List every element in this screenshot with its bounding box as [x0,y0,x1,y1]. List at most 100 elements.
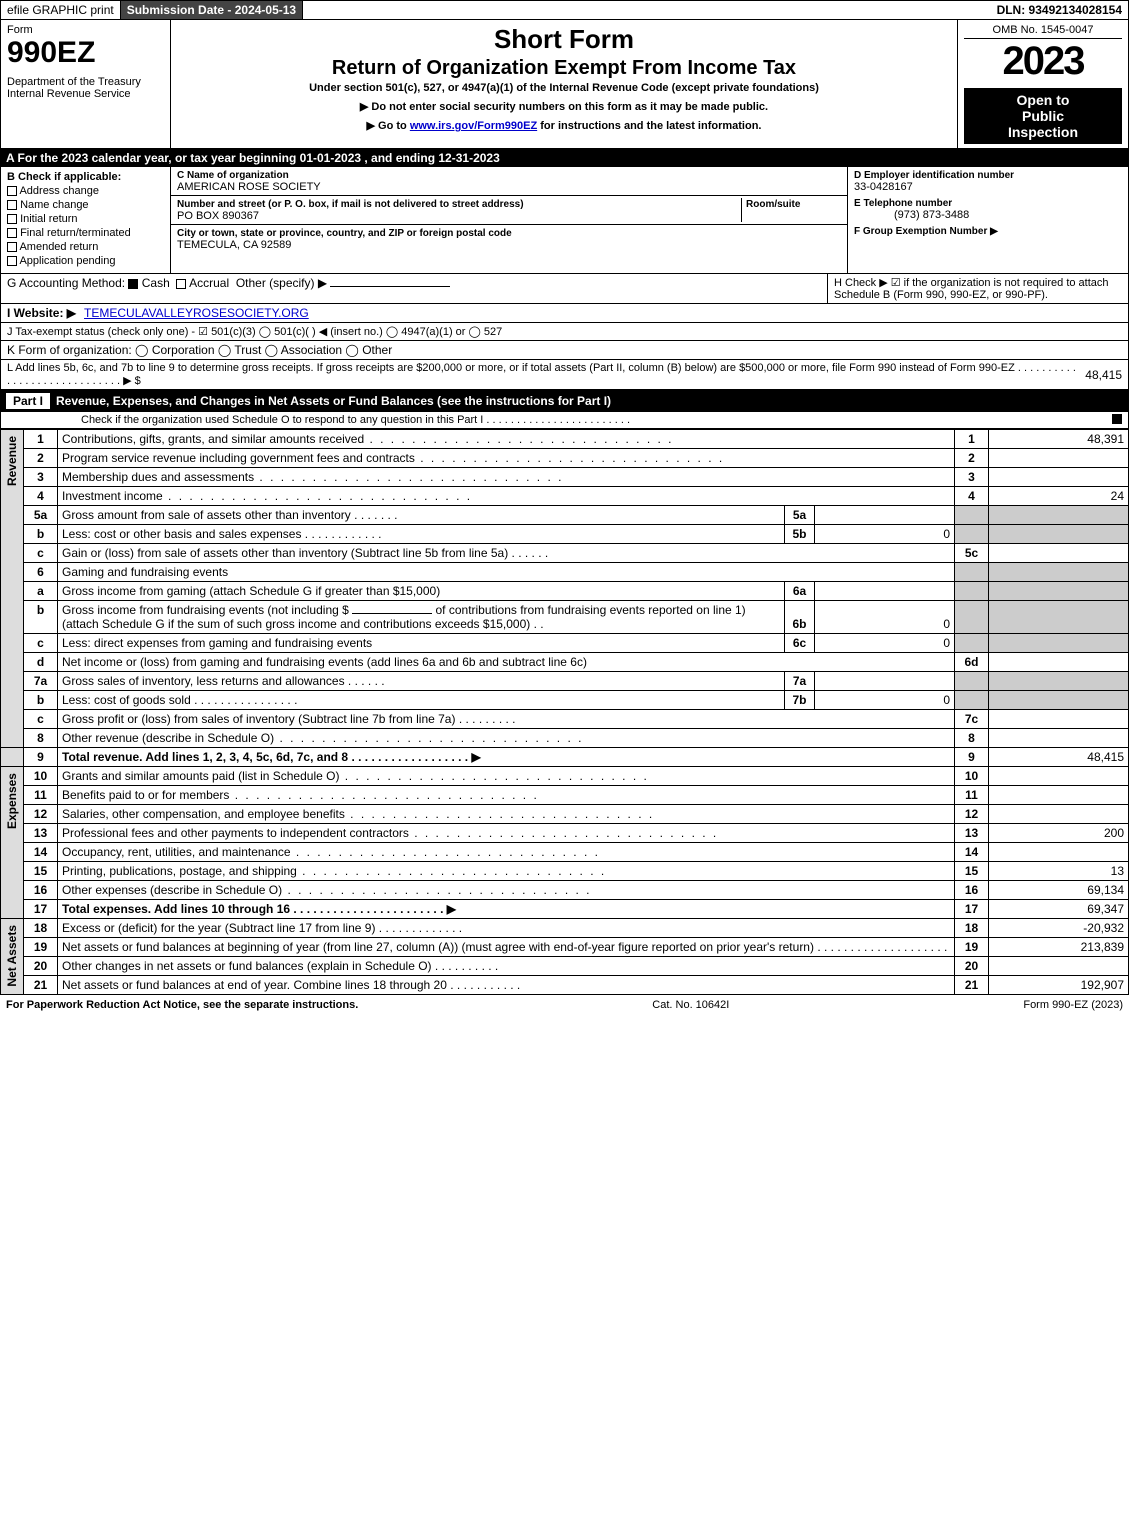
l5a-amt [989,506,1129,525]
l7b-desc: Less: cost of goods sold [62,693,191,707]
l12-num: 12 [24,805,58,824]
l3-lineno: 3 [955,468,989,487]
l5c-desc: Gain or (loss) from sale of assets other… [62,546,508,560]
l8-desc: Other revenue (describe in Schedule O) [62,731,274,745]
chk-cash[interactable] [128,279,138,289]
l18-num: 18 [24,919,58,938]
footer-left: For Paperwork Reduction Act Notice, see … [6,999,358,1011]
G-other-field[interactable] [330,286,450,287]
l8-lineno: 8 [955,729,989,748]
partI-title: Revenue, Expenses, and Changes in Net As… [56,394,611,408]
l6a-sub: 6a [785,582,815,601]
l7a-amt [989,672,1129,691]
l4-amt: 24 [989,487,1129,506]
partI-sub-text: Check if the organization used Schedule … [81,414,630,426]
G-block: G Accounting Method: Cash Accrual Other … [1,274,828,303]
G-label: G Accounting Method: [7,276,125,290]
vcell-spacer9 [1,748,24,767]
chk-address-label: Address change [19,185,99,197]
l5a-subval [815,506,955,525]
chk-amended[interactable]: Amended return [7,241,164,253]
partI-schedO-check[interactable] [1112,414,1122,424]
l17-lineno: 17 [955,900,989,919]
l6-num: 6 [24,563,58,582]
l14-amt [989,843,1129,862]
l10-lineno: 10 [955,767,989,786]
form-number: 990EZ [7,36,164,70]
l7c-lineno: 7c [955,710,989,729]
l15-lineno: 15 [955,862,989,881]
submission-date: Submission Date - 2024-05-13 [121,1,303,19]
l5b-desc: Less: cost or other basis and sales expe… [62,527,301,541]
d-phone: (973) 873-3488 [854,209,969,221]
l20-amt [989,957,1129,976]
l6-amt [989,563,1129,582]
l6b-blank[interactable] [352,613,432,614]
l6d-lineno: 6d [955,653,989,672]
l5a-lineno [955,506,989,525]
l2-lineno: 2 [955,449,989,468]
G-cash: Cash [142,276,170,290]
l5b-lineno [955,525,989,544]
l6-lineno [955,563,989,582]
G-accrual: Accrual [189,276,229,290]
row-L: L Add lines 5b, 6c, and 7b to line 9 to … [0,360,1129,390]
l4-desc: Investment income [62,489,163,503]
l6a-subval [815,582,955,601]
l6a-desc: Gross income from gaming (attach Schedul… [58,582,785,601]
l1-num: 1 [24,430,58,449]
l15-num: 15 [24,862,58,881]
l7b-num: b [24,691,58,710]
irs-link[interactable]: www.irs.gov/Form990EZ [410,120,537,132]
footer: For Paperwork Reduction Act Notice, see … [0,995,1129,1015]
l19-amt: 213,839 [989,938,1129,957]
l10-desc: Grants and similar amounts paid (list in… [62,769,339,783]
top-spacer [303,1,990,19]
l6c-lineno [955,634,989,653]
l6c-sub: 6c [785,634,815,653]
l6b-lineno [955,601,989,634]
chk-accrual[interactable] [176,279,186,289]
l6a-amt [989,582,1129,601]
vlabel-expenses: Expenses [1,767,24,919]
row-I: I Website: ▶ TEMECULAVALLEYROSESOCIETY.O… [0,304,1129,323]
l7c-num: c [24,710,58,729]
chk-pending[interactable]: Application pending [7,255,164,267]
dept: Department of the Treasury [7,76,164,88]
l19-desc: Net assets or fund balances at beginning… [62,940,814,954]
l3-amt [989,468,1129,487]
l2-num: 2 [24,449,58,468]
website-link[interactable]: TEMECULAVALLEYROSESOCIETY.ORG [84,306,309,320]
l19-num: 19 [24,938,58,957]
note2-post: for instructions and the latest informat… [537,120,761,132]
chk-initial-label: Initial return [20,213,77,225]
l20-lineno: 20 [955,957,989,976]
l6c-subval: 0 [815,634,955,653]
badge3: Inspection [966,124,1120,140]
I-label: I Website: ▶ [7,306,76,320]
chk-final-label: Final return/terminated [20,227,131,239]
G-other: Other (specify) ▶ [236,276,327,290]
l12-amt [989,805,1129,824]
d-group-label: F Group Exemption Number ▶ [854,226,998,237]
l5b-num: b [24,525,58,544]
l6a-num: a [24,582,58,601]
chk-address[interactable]: Address change [7,185,164,197]
l9-amt: 48,415 [989,748,1129,767]
row-GH: G Accounting Method: Cash Accrual Other … [0,274,1129,304]
chk-final[interactable]: Final return/terminated [7,227,164,239]
efile-label[interactable]: efile GRAPHIC print [1,1,121,19]
l14-lineno: 14 [955,843,989,862]
l11-num: 11 [24,786,58,805]
l16-desc: Other expenses (describe in Schedule O) [62,883,282,897]
chk-name[interactable]: Name change [7,199,164,211]
l21-desc: Net assets or fund balances at end of ye… [62,978,447,992]
l18-desc: Excess or (deficit) for the year (Subtra… [62,921,375,935]
row-A: A For the 2023 calendar year, or tax yea… [0,149,1129,167]
top-bar: efile GRAPHIC print Submission Date - 20… [0,0,1129,20]
l6d-desc: Net income or (loss) from gaming and fun… [58,653,955,672]
c-city: TEMECULA, CA 92589 [177,239,291,251]
chk-initial[interactable]: Initial return [7,213,164,225]
l7a-desc: Gross sales of inventory, less returns a… [62,674,345,688]
l7a-sub: 7a [785,672,815,691]
